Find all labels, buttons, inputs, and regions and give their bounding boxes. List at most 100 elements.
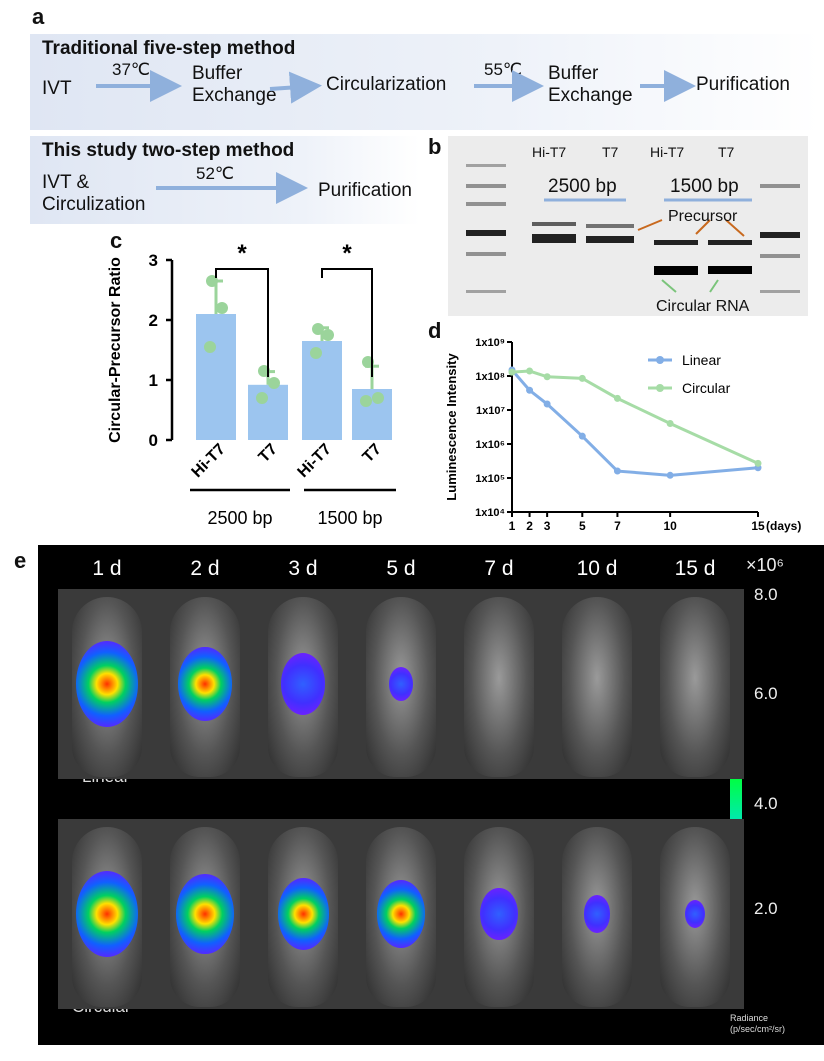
panel-label-e: e bbox=[14, 548, 27, 573]
legend-label: Linear bbox=[682, 352, 721, 368]
step-circularization: Circularization bbox=[326, 74, 447, 95]
temp-52: 52℃ bbox=[196, 164, 235, 183]
y-tick-label: 0 bbox=[149, 431, 158, 450]
gel-group-2500: 2500 bp bbox=[548, 176, 617, 197]
y-tick-label: 1x10⁵ bbox=[475, 473, 505, 485]
gel-lane-label-3: Hi-T7 bbox=[650, 144, 685, 160]
mouse-image bbox=[450, 819, 548, 1009]
mouse-image bbox=[646, 819, 744, 1009]
day-label: 1 d bbox=[92, 557, 122, 580]
series-point bbox=[508, 368, 516, 376]
x-tick-label: 7 bbox=[614, 519, 621, 533]
significance-star: * bbox=[237, 240, 247, 267]
colorbar-tick-4: 4.0 bbox=[754, 794, 778, 813]
bar bbox=[352, 389, 392, 440]
gel-group-1500: 1500 bp bbox=[670, 176, 739, 197]
mouse-image bbox=[156, 819, 254, 1009]
panel-label-c: c bbox=[110, 228, 123, 253]
mouse-image bbox=[352, 589, 450, 779]
step-buffer-exchange-1: Buffer Exchange bbox=[192, 63, 277, 106]
legend-label: Circular bbox=[682, 380, 731, 396]
step-buffer-exchange-2: Buffer Exchange bbox=[548, 63, 633, 106]
precursor-label: Precursor bbox=[668, 208, 738, 225]
mouse-image bbox=[58, 819, 156, 1009]
mouse-image bbox=[548, 819, 646, 1009]
x-tick-label: Hi-T7 bbox=[189, 441, 229, 481]
panel-label-d: d bbox=[428, 318, 442, 343]
day-label: 2 d bbox=[190, 557, 220, 580]
series-point bbox=[666, 471, 674, 479]
data-point bbox=[322, 329, 334, 341]
y-tick-label: 1x10⁴ bbox=[475, 507, 505, 519]
y-tick-label: 1x10⁹ bbox=[475, 337, 505, 349]
bar bbox=[302, 341, 342, 440]
data-point bbox=[256, 392, 268, 404]
gel-image bbox=[448, 136, 808, 316]
x-tick-label: Hi-T7 bbox=[295, 441, 335, 481]
gel-lane-label-2: T7 bbox=[602, 144, 619, 160]
y-axis-label: Circular-Precursor Ratio bbox=[107, 257, 124, 443]
significance-bracket bbox=[321, 268, 373, 377]
workflow-arrows bbox=[96, 70, 696, 204]
colorbar-tick-8: 8.0 bbox=[754, 585, 778, 604]
series-point bbox=[613, 394, 621, 402]
line-chart: 1x10⁴ 1x10⁵ 1x10⁶ 1x10⁷ 1x10⁸ 1x10⁹ 1 2 3 5 7 10 15(… bbox=[444, 337, 801, 533]
mouse-image bbox=[646, 589, 744, 779]
series-point bbox=[543, 400, 551, 408]
y-axis-label: Luminescence Intensity bbox=[444, 353, 459, 501]
day-label: 5 d bbox=[386, 557, 416, 580]
ladder-left bbox=[466, 164, 506, 293]
y-tick-label: 3 bbox=[149, 251, 158, 270]
y-tick-label: 2 bbox=[149, 311, 158, 330]
colorbar-tick-2: 2.0 bbox=[754, 899, 778, 918]
day-label: 15 d bbox=[674, 557, 716, 580]
y-tick-label: 1x10⁸ bbox=[475, 371, 505, 383]
study-method-title: This study two-step method bbox=[42, 140, 295, 161]
y-tick-label: 1 bbox=[149, 371, 158, 390]
x-tick-label: 3 bbox=[544, 519, 551, 533]
day-label: 10 d bbox=[576, 557, 618, 580]
day-label: 7 d bbox=[484, 557, 514, 580]
arrow-2 bbox=[269, 71, 322, 104]
mouse-image bbox=[548, 589, 646, 779]
data-point bbox=[360, 395, 372, 407]
step-ivt: IVT bbox=[42, 78, 72, 99]
panel-label-b: b bbox=[428, 134, 442, 159]
series-point bbox=[613, 467, 621, 475]
imaging-panel: Linear Circular ×10⁶ 8.0 6.0 4.0 2.0 Rad… bbox=[38, 545, 824, 1045]
data-point bbox=[312, 323, 324, 335]
x-tick-label: 5 bbox=[579, 519, 586, 533]
step-ivt-circulization: IVT & Circulization bbox=[42, 172, 146, 215]
colorbar-unit-1: Radiance bbox=[730, 1013, 769, 1023]
study-method-box bbox=[30, 136, 420, 224]
bar-chart: 0 1 2 3 Circular-Precursor Ratio Hi-T7 T7 Hi-T7… bbox=[107, 240, 396, 528]
series-point bbox=[578, 432, 586, 440]
series-point bbox=[666, 420, 674, 428]
colorbar-unit-2: (p/sec/cm²/sr) bbox=[730, 1024, 785, 1034]
data-point bbox=[268, 377, 280, 389]
series-point bbox=[754, 459, 762, 467]
legend-marker bbox=[656, 384, 664, 392]
mouse-image bbox=[58, 589, 156, 779]
colorbar-tick-6: 6.0 bbox=[754, 684, 778, 703]
series-point bbox=[526, 386, 534, 394]
x-tick-label: 2 bbox=[526, 519, 533, 533]
x-unit-label: (days) bbox=[766, 519, 801, 533]
group-label: 2500 bp bbox=[207, 508, 272, 528]
day-label: 3 d bbox=[288, 557, 318, 580]
x-tick-label: 15 bbox=[751, 519, 765, 533]
mouse-image bbox=[450, 589, 548, 779]
step-purification-1: Purification bbox=[696, 74, 790, 95]
mouse-image bbox=[352, 819, 450, 1009]
group-label: 1500 bp bbox=[317, 508, 382, 528]
mouse-image bbox=[254, 589, 352, 779]
x-tick-label: T7 bbox=[256, 441, 281, 466]
gel-lane-label-1: Hi-T7 bbox=[532, 144, 567, 160]
data-point bbox=[372, 392, 384, 404]
x-tick-label: 1 bbox=[509, 519, 516, 533]
bar bbox=[196, 314, 236, 440]
mouse-image bbox=[156, 589, 254, 779]
temp-37: 37℃ bbox=[112, 60, 151, 79]
mouse-image bbox=[254, 819, 352, 1009]
data-point bbox=[204, 341, 216, 353]
